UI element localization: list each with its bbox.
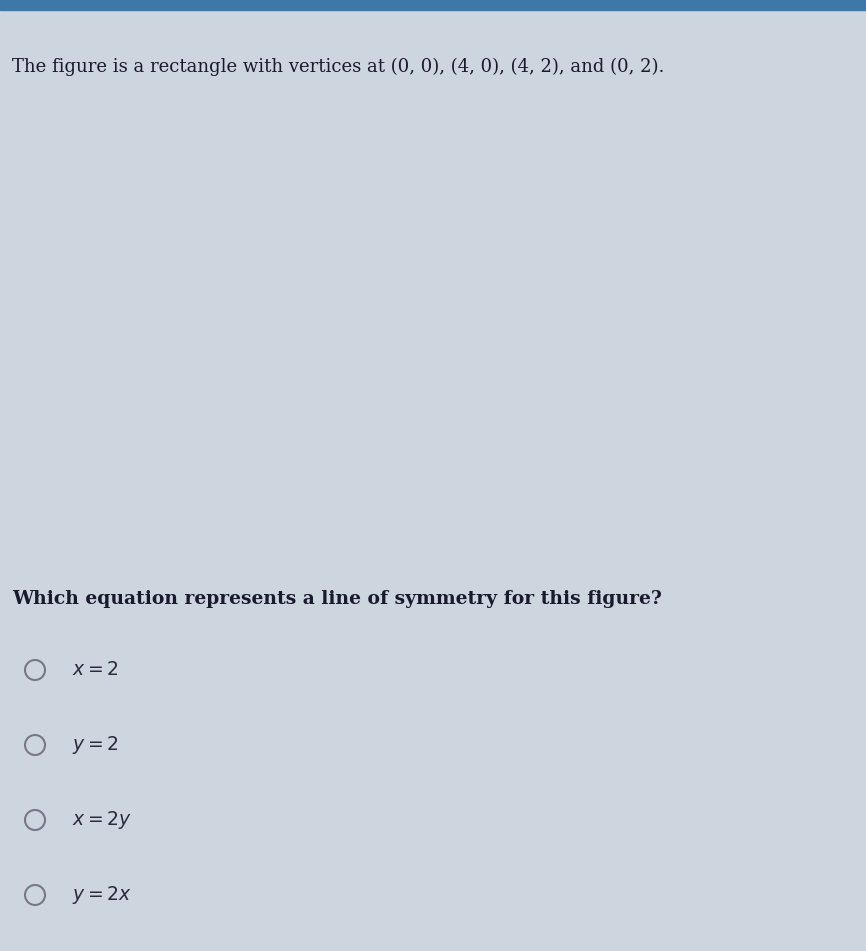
- Text: $y = 2x$: $y = 2x$: [72, 884, 132, 906]
- Bar: [0, 0, 866, 10]
- Text: Which equation represents a line of symmetry for this figure?: Which equation represents a line of symm…: [12, 590, 662, 608]
- Text: $x = 2y$: $x = 2y$: [72, 809, 132, 831]
- Text: The figure is a rectangle with vertices at (0, 0), (4, 0), (4, 2), and (0, 2).: The figure is a rectangle with vertices …: [12, 58, 664, 76]
- Text: $x = 2$: $x = 2$: [72, 661, 119, 679]
- Text: $y = 2$: $y = 2$: [72, 734, 119, 756]
